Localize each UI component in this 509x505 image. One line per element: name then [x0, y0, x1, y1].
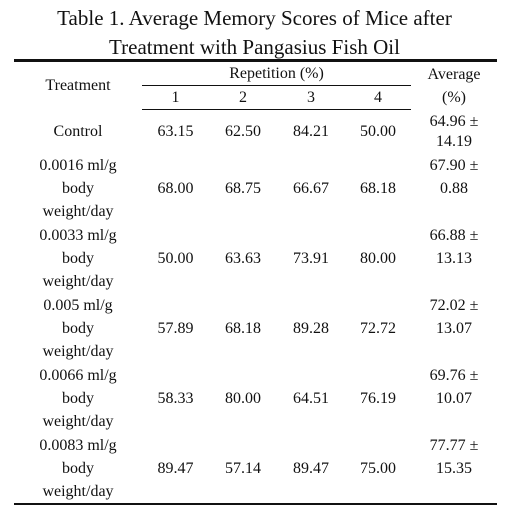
- average-header: Average (%): [411, 59, 498, 110]
- treatment-cell: 0.0016 ml/g body weight/day: [14, 154, 142, 224]
- treatment-cell: 0.0083 ml/g body weight/day: [14, 433, 142, 505]
- score-cell: 50.00: [157, 250, 194, 267]
- score-cell: 80.00: [225, 390, 261, 407]
- average-text: 72.02 ± 13.07: [429, 296, 479, 337]
- treatment-text: 0.005 ml/g body weight/day: [42, 297, 114, 360]
- average-cell: 77.77 ± 15.35: [411, 433, 498, 505]
- score-cell: 80.00: [360, 250, 396, 267]
- table-row: 0.0066 ml/g body weight/day 58.33 80.00 64.…: [14, 364, 497, 434]
- score-cell: 57.89: [157, 320, 194, 337]
- score-cell: 84.21: [293, 123, 329, 141]
- table-row: Control 63.15 62.50 84.21 50.00 64.96 ± 14.19: [14, 110, 497, 154]
- average-cell: 72.02 ± 13.07: [411, 294, 497, 364]
- score-cell: 75.00: [345, 433, 412, 505]
- table-row: 0.0016 ml/g body weight/day 68.00 68.75 66.…: [14, 154, 497, 224]
- table-row: 0.0083 ml/g body weight/day 89.47 57.14 89.…: [14, 433, 498, 505]
- repetition-number: 2: [209, 85, 277, 110]
- score-cell: 68.18: [225, 320, 261, 337]
- average-text: 67.90 ± 0.88: [429, 156, 479, 197]
- treatment-cell: 0.0033 ml/g body weight/day: [14, 224, 142, 294]
- average-text: 69.76 ± 10.07: [429, 366, 479, 407]
- average-header-text: Average (%): [427, 65, 481, 106]
- treatment-cell: 0.005 ml/g body weight/day: [14, 294, 142, 364]
- average-cell: 66.88 ± 13.13: [411, 224, 497, 294]
- treatment-text: 0.0066 ml/g body weight/day: [39, 367, 117, 430]
- score-cell: 62.50: [225, 123, 261, 141]
- score-cell: 63.15: [157, 123, 194, 141]
- repetition-header: Repetition (%): [142, 59, 412, 86]
- score-cell: 73.91: [293, 250, 329, 267]
- table-row: 0.0033 ml/g body weight/day 50.00 63.63 73.…: [14, 224, 497, 294]
- score-cell: 89.47: [142, 433, 209, 505]
- average-text: 64.96 ± 14.19: [429, 112, 479, 150]
- table-row: 0.005 ml/g body weight/day 57.89 68.18 89.2…: [14, 294, 497, 364]
- treatment-cell: 0.0066 ml/g body weight/day: [14, 364, 142, 434]
- score-cell: 68.75: [225, 180, 261, 197]
- average-cell: 67.90 ± 0.88: [411, 154, 497, 224]
- treatment-header: Treatment: [14, 59, 142, 110]
- score-cell: 64.51: [293, 390, 329, 407]
- treatment-text: 0.0016 ml/g body weight/day: [39, 157, 117, 220]
- score-cell: 89.28: [293, 320, 329, 337]
- average-text: 77.77 ± 15.35: [429, 436, 479, 477]
- treatment-cell: Control: [14, 110, 142, 154]
- score-cell: 58.33: [157, 390, 194, 407]
- score-cell: 72.72: [360, 320, 396, 337]
- score-cell: 63.63: [225, 250, 261, 267]
- repetition-number: 3: [277, 85, 345, 110]
- title-text: Table 1. Average Memory Scores of Mice a…: [57, 6, 452, 59]
- repetition-number: 1: [142, 85, 209, 110]
- score-cell: 68.18: [360, 180, 396, 197]
- table-title: Table 1. Average Memory Scores of Mice a…: [0, 4, 509, 62]
- average-text: 66.88 ± 13.13: [429, 226, 479, 267]
- score-cell: 76.19: [360, 390, 396, 407]
- treatment-text: 0.0083 ml/g body weight/day: [39, 436, 117, 500]
- treatment-text: Control: [53, 123, 103, 140]
- score-cell: 89.47: [277, 433, 345, 505]
- repetition-number: 4: [345, 85, 412, 110]
- treatment-text: 0.0033 ml/g body weight/day: [39, 227, 117, 290]
- score-cell: 50.00: [360, 123, 396, 141]
- average-cell: 64.96 ± 14.19: [411, 110, 497, 154]
- average-cell: 69.76 ± 10.07: [411, 364, 497, 434]
- score-cell: 68.00: [157, 180, 194, 197]
- score-cell: 57.14: [209, 433, 277, 505]
- score-cell: 66.67: [293, 180, 329, 197]
